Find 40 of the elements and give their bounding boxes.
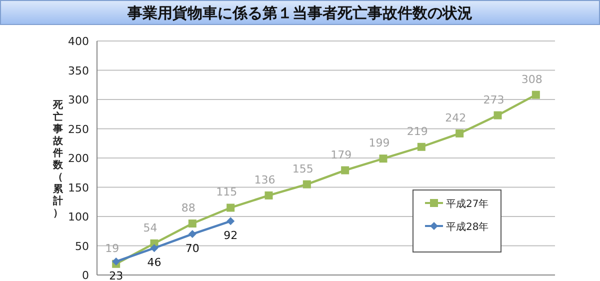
data-label: 23 (109, 270, 124, 281)
y-tick-label: 50 (75, 240, 89, 253)
chart-title: 事業用貨物車に係る第１当事者死亡事故件数の状況 (126, 4, 472, 22)
data-label: 88 (181, 202, 196, 215)
point (494, 111, 502, 120)
y-tick-label: 100 (68, 210, 89, 224)
data-label: 70 (185, 242, 200, 256)
y-tick-label: 350 (68, 64, 89, 78)
point (302, 180, 311, 188)
y-tick-label: 300 (68, 94, 89, 106)
data-label: 46 (147, 256, 162, 270)
legend-label: 平成28年 (446, 221, 489, 233)
text: 死亡事故件数（累計） (53, 100, 63, 219)
point (379, 154, 388, 163)
data-label: 242 (445, 111, 466, 124)
point (417, 142, 426, 151)
data-label: 115 (216, 186, 238, 199)
point (532, 90, 540, 99)
y-tick-label: 150 (68, 181, 89, 194)
y-tick-label: 200 (68, 152, 89, 165)
point (188, 230, 196, 238)
point (226, 217, 235, 226)
y-tick-label: 250 (68, 122, 89, 136)
point (456, 129, 464, 138)
data-label: 92 (224, 229, 238, 242)
data-label: 199 (368, 136, 390, 150)
data-label: 136 (254, 173, 276, 186)
point (150, 244, 158, 252)
data-label: 155 (292, 162, 314, 176)
point (226, 204, 235, 212)
data-label: 219 (406, 124, 428, 138)
y-tick-label: 400 (68, 35, 89, 48)
y-tick-label: 0 (82, 269, 89, 281)
data-label: 308 (521, 72, 542, 86)
data-label: 19 (105, 242, 120, 255)
data-label: 54 (143, 221, 158, 234)
point (341, 166, 350, 174)
point (188, 220, 196, 228)
legend-label: 平成27年 (446, 198, 489, 210)
point (264, 191, 273, 200)
